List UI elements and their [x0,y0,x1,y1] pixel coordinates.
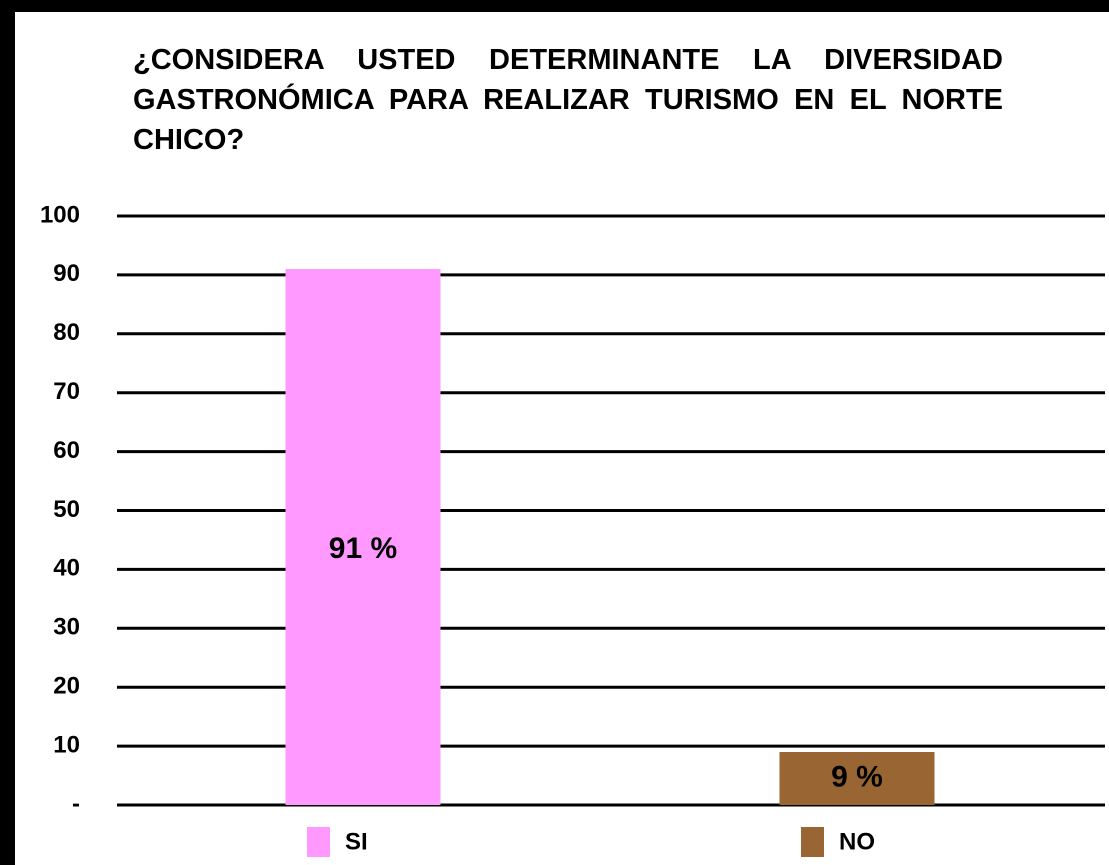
legend-swatch [307,827,330,857]
y-tick-label: 60 [53,437,80,464]
value-label: 91 % [329,532,397,565]
y-tick-label: 50 [53,496,80,523]
bar [285,269,441,805]
y-tick-label: 20 [53,673,80,700]
y-tick-label: 80 [53,319,80,346]
bar [779,751,935,805]
chart-frame [15,12,1109,865]
y-tick-label: 10 [53,731,80,758]
legend-label: SI [345,828,368,855]
y-tick-label: - [72,790,80,817]
chart-title: ¿CONSIDERA USTED DETERMINANTE LA DIVERSI… [133,44,1003,156]
y-tick-label: 70 [53,378,80,405]
legend-swatch [801,827,824,857]
y-tick-label: 30 [53,614,80,641]
y-tick-label: 40 [53,555,80,582]
value-label: 9 % [831,760,883,793]
y-tick-label: 90 [53,260,80,287]
y-tick-label: 100 [40,201,80,228]
legend-label: NO [839,828,875,855]
